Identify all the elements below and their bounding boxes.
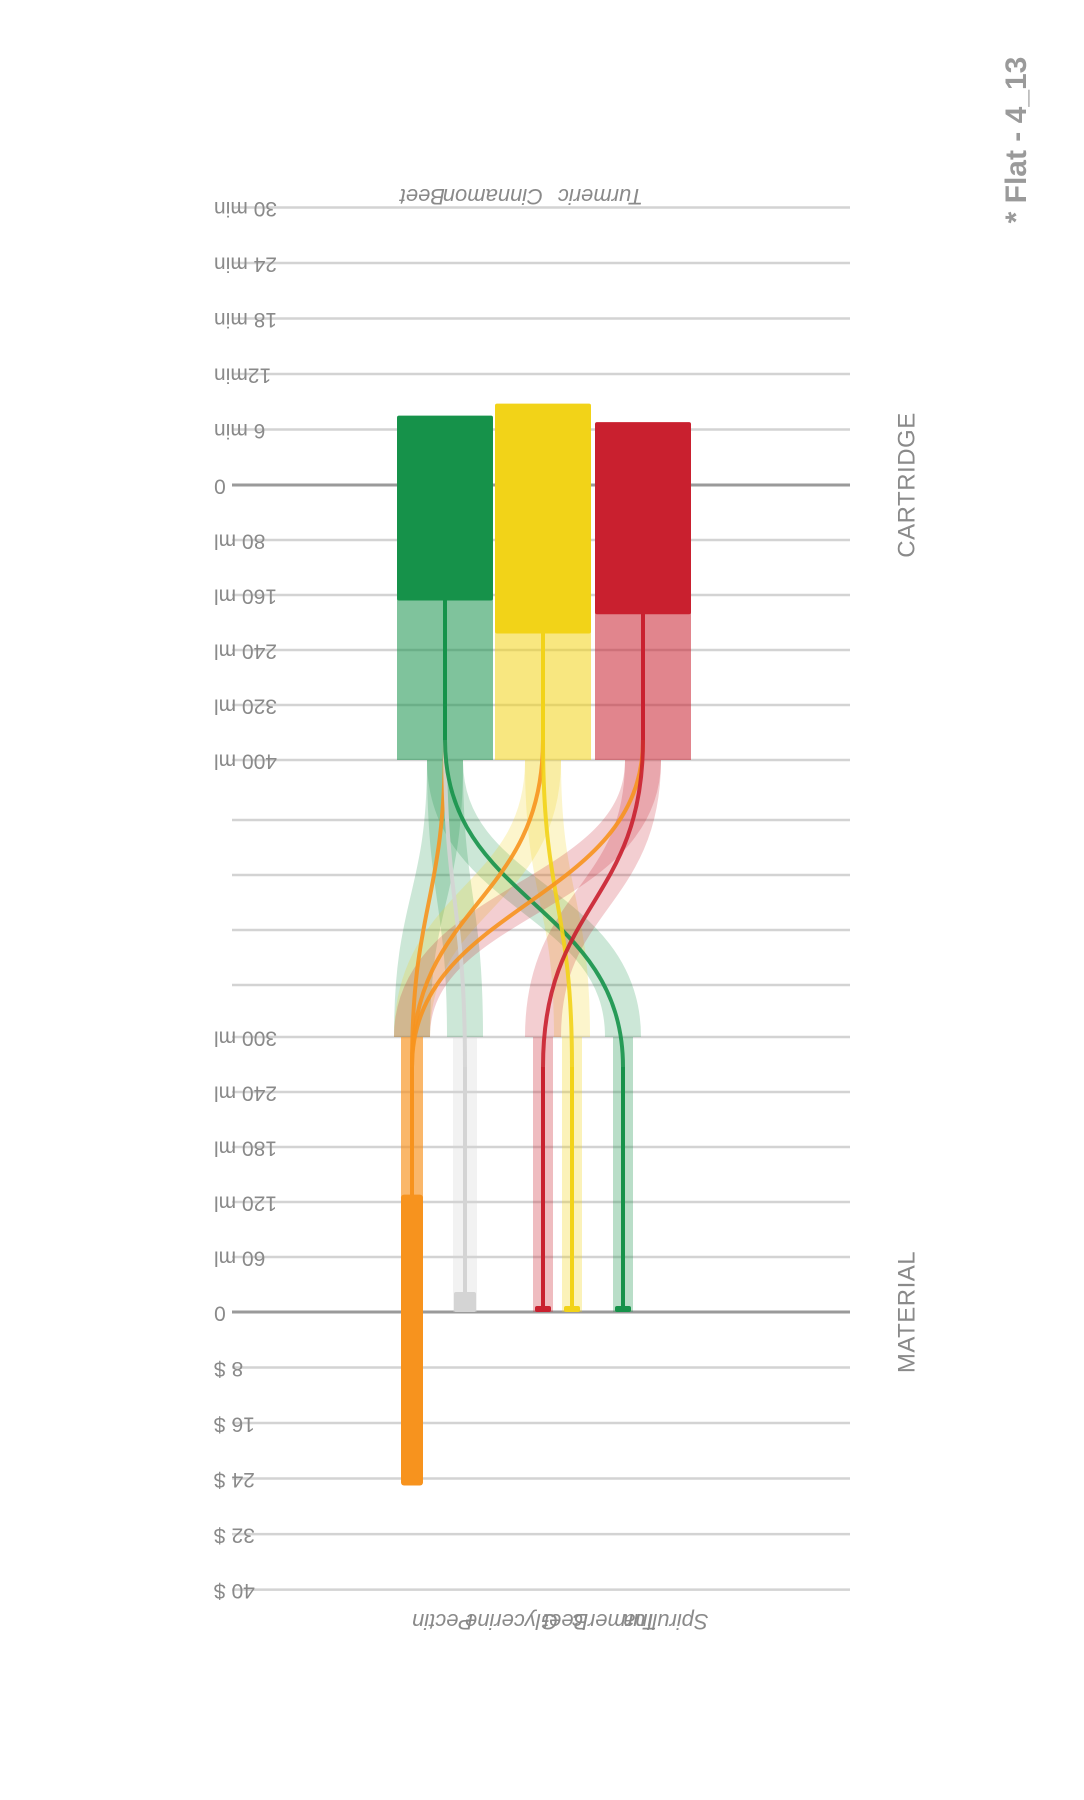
labels: 30 min 24 min 18 min 12min 6 min 0 80 ml 160 ml…: [214, 184, 709, 1634]
flow-line-turmeric-to-beet: [541, 739, 645, 1067]
tick-label-material-volume: 0: [214, 1301, 226, 1324]
flow-lines: [410, 580, 645, 1312]
flow-ribbon-turmeric-to-beet: [525, 759, 661, 1038]
tick-label-time: 6 min: [214, 419, 265, 442]
tick-label-cartridge-volume: 240 ml: [214, 639, 277, 662]
material-label-turmeric: Turmeric: [572, 1609, 657, 1634]
material-label-beet: Beet: [542, 1609, 588, 1634]
tick-label-cartridge-volume: 160 ml: [214, 584, 277, 607]
flow-line-beet-to-pectin: [410, 739, 447, 1067]
tick-label-cartridge-volume: 80 ml: [214, 529, 265, 552]
material-label-glycerine: Glycerine: [465, 1609, 558, 1634]
section-label-cartridge: CARTRIDGE: [893, 412, 920, 557]
material-bar-pectin: [401, 1194, 423, 1486]
tick-label-cost: 16 $: [214, 1412, 255, 1435]
flow-line-cinnamon-to-turmeric: [541, 739, 574, 1067]
tick-label-material-volume: 60 ml: [214, 1246, 265, 1269]
cartridge-label-beet: Beet: [399, 184, 445, 209]
flow-line-cinnamon-to-pectin: [410, 739, 545, 1067]
tick-label-time: 18 min: [214, 308, 277, 331]
section-label-material: MATERIAL: [893, 1251, 920, 1373]
tick-label-time: 12min: [214, 363, 271, 386]
tick-label-time: 0: [214, 474, 226, 497]
tick-label-cost: 24 $: [214, 1468, 255, 1491]
tick-label-material-volume: 240 ml: [214, 1081, 277, 1104]
cartridge-label-cinnamon: Cinnamon: [443, 184, 543, 209]
tick-label-time: 24 min: [214, 252, 277, 275]
cartridge-bar-beet: [397, 415, 493, 601]
tick-label-cost: 8 $: [214, 1357, 244, 1380]
material-marker-turmeric: [564, 1306, 580, 1312]
material-label-pectin: Pectin: [412, 1609, 473, 1634]
flow-ribbon-cinnamon-to-pectin: [394, 759, 561, 1038]
flow-line-beet-to-glycerine: [443, 739, 467, 1067]
tick-label-cost: 32 $: [214, 1524, 255, 1547]
cartridge-bar-turmeric: [595, 422, 691, 615]
tick-label-cartridge-volume: 400 ml: [214, 749, 277, 772]
tick-label-time: 30 min: [214, 197, 277, 220]
flow-line-beet-to-spirulina: [443, 739, 625, 1067]
tick-label-cartridge-volume: 320 ml: [214, 694, 277, 717]
cartridge-label-turmeric: Turmeric: [558, 184, 643, 209]
tick-label-cost: 40 $: [214, 1579, 255, 1602]
material-label-spirulina: Spirulina: [623, 1609, 709, 1634]
material-marker-glycerine: [454, 1292, 476, 1312]
tick-label-material-volume: 300 ml: [214, 1026, 277, 1049]
tick-label-material-volume: 120 ml: [214, 1191, 277, 1214]
tick-label-material-volume: 180 ml: [214, 1136, 277, 1159]
material-marker-beet: [535, 1306, 551, 1312]
cartridge-bar-cinnamon: [495, 403, 591, 634]
material-marker-spirulina: [615, 1306, 631, 1312]
chart-title: * Flat - 4_13: [1000, 57, 1033, 224]
flow-line-turmeric-to-pectin: [410, 739, 645, 1067]
bars: [397, 403, 691, 1486]
